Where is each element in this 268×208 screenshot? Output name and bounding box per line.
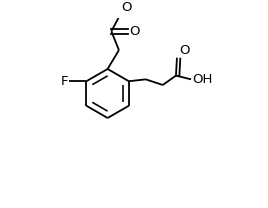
Text: F: F bbox=[60, 75, 68, 88]
Text: OH: OH bbox=[192, 73, 212, 86]
Text: O: O bbox=[179, 44, 189, 57]
Text: O: O bbox=[121, 1, 131, 14]
Text: O: O bbox=[129, 25, 140, 38]
